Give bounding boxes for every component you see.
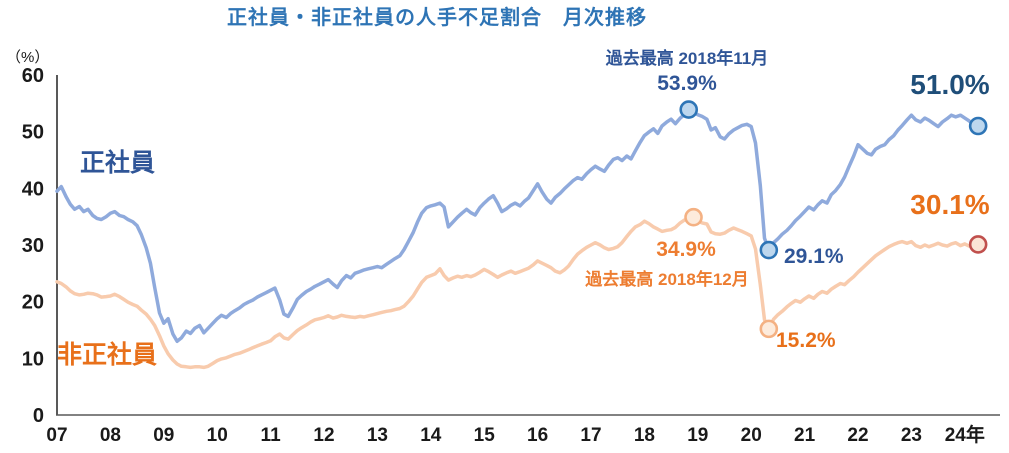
y-tick-label: 40 — [22, 178, 44, 200]
x-tick-label: 21 — [794, 425, 816, 446]
y-tick-label: 60 — [22, 65, 44, 87]
series-label-seishain: 正社員 — [80, 149, 156, 177]
annotation-seishain-record-caption: 過去最高 2018年11月 — [605, 49, 769, 68]
x-tick-label: 09 — [153, 425, 174, 446]
x-tick-label: 10 — [207, 425, 228, 446]
x-tick-label: 13 — [367, 425, 388, 446]
x-tick-label: 11 — [261, 425, 282, 446]
x-tick-label: 17 — [580, 425, 601, 446]
x-tick-label: 22 — [847, 425, 868, 446]
annotation-seishain-latest-value: 51.0% — [910, 69, 990, 100]
marker-hiseishain-covid-dip — [759, 319, 779, 339]
x-tick-label: 14 — [420, 425, 442, 446]
chart-title: 正社員・非正社員の人手不足割合 月次推移 — [227, 7, 647, 29]
marker-hiseishain-record-high — [684, 207, 703, 227]
x-tick-label: 20 — [741, 425, 762, 446]
series-label-hiseishain: 非正社員 — [57, 341, 158, 369]
x-tick-label: 18 — [634, 425, 655, 446]
hiseishain-line — [55, 215, 980, 370]
x-tick-label: 24年 — [945, 423, 985, 446]
seishain-line — [55, 107, 980, 344]
x-tick-label: 23 — [901, 425, 922, 446]
y-tick-label: 10 — [22, 348, 44, 370]
y-axis-unit-label: （%） — [6, 49, 50, 66]
x-tick-label: 07 — [46, 425, 67, 446]
marker-seishain-latest — [968, 116, 988, 136]
annotation-hiseishain-latest-value: 30.1% — [910, 189, 990, 220]
x-tick-label: 08 — [100, 425, 121, 446]
marker-hiseishain-latest — [968, 235, 988, 254]
marker-seishain-record-high — [679, 100, 699, 119]
y-tick-label: 30 — [22, 235, 44, 257]
y-tick-label: 0 — [33, 405, 44, 427]
y-tick-label: 50 — [22, 122, 44, 144]
marker-seishain-covid-dip — [759, 240, 779, 260]
x-tick-label: 16 — [527, 425, 548, 446]
annotation-seishain-dip-value: 29.1% — [784, 245, 844, 268]
annotation-seishain-record-value: 53.9% — [657, 72, 717, 95]
annotation-hiseishain-record-value: 34.9% — [656, 238, 716, 261]
y-tick-label: 20 — [22, 292, 44, 314]
annotation-hiseishain-record-caption: 過去最高 2018年12月 — [585, 270, 749, 289]
x-tick-label: 12 — [313, 425, 334, 446]
x-tick-label: 15 — [474, 425, 496, 446]
x-tick-label: 19 — [687, 425, 708, 446]
annotation-hiseishain-dip-value: 15.2% — [776, 329, 836, 352]
